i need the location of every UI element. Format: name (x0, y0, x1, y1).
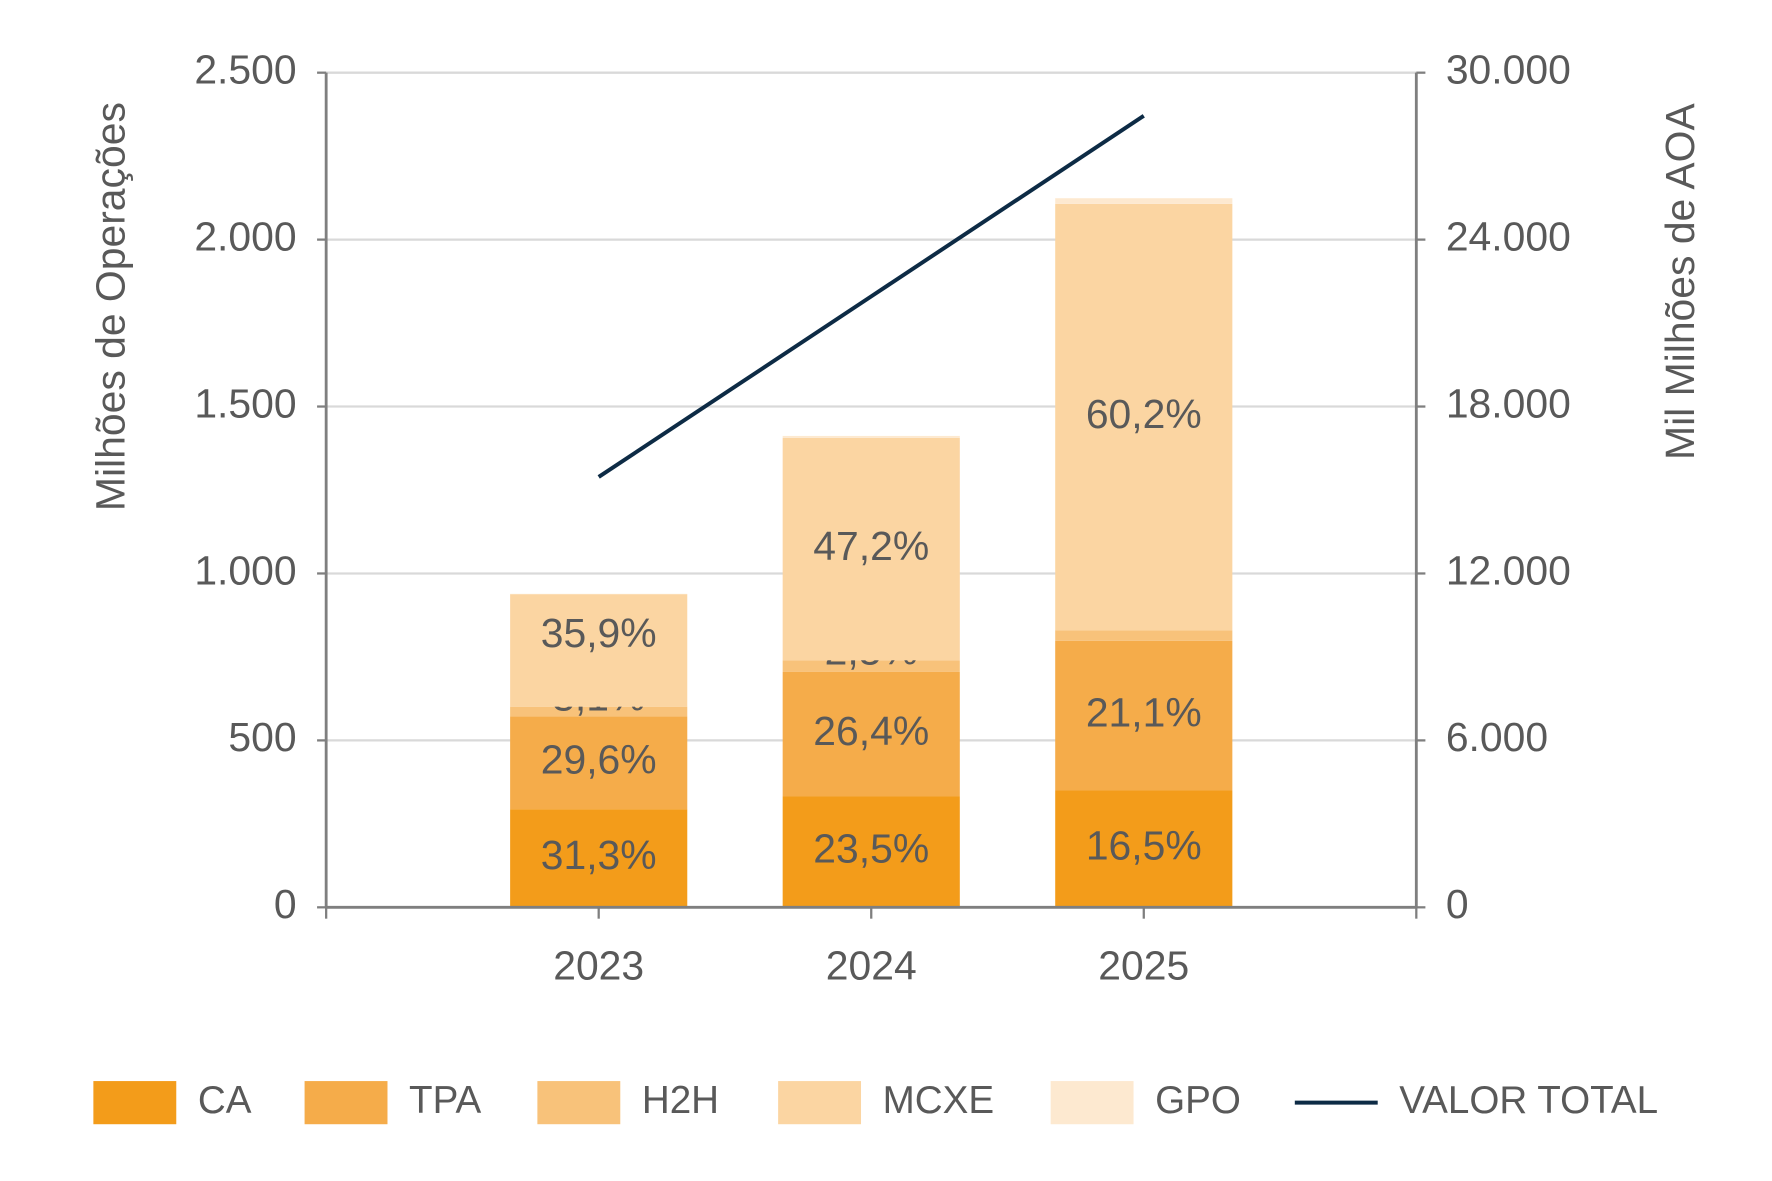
legend-swatch (537, 1081, 621, 1125)
legend-swatch (93, 1081, 177, 1125)
segment-label: 35,9% (541, 610, 657, 656)
legend-label: CA (198, 1079, 252, 1122)
segment-label: 47,2% (813, 523, 929, 569)
bar-segment (782, 671, 960, 797)
segment-label: 31,3% (541, 832, 657, 878)
x-tick-label: 2024 (826, 942, 917, 988)
y2-tick-label: 18.000 (1446, 380, 1571, 426)
bar-segment (1055, 640, 1233, 791)
segment-label: 29,6% (541, 737, 657, 783)
legend-label: VALOR TOTAL (1399, 1079, 1658, 1122)
y2-tick-label: 30.000 (1446, 46, 1571, 92)
y-tick-label: 500 (228, 714, 296, 760)
y2-tick-label: 6.000 (1446, 714, 1548, 760)
y-tick-label: 1.000 (194, 547, 296, 593)
y2-axis-title: Mil Milhões de AOA (1657, 103, 1703, 460)
legend-label: TPA (409, 1079, 481, 1122)
legend-label: MCXE (883, 1079, 995, 1122)
y-tick-label: 0 (274, 881, 297, 927)
line-series (597, 114, 1145, 479)
bar-segment (782, 660, 960, 672)
y-tick-label: 2.500 (194, 46, 296, 92)
legend-swatch (304, 1081, 388, 1125)
legend-swatch (1050, 1081, 1134, 1125)
bar-segment (1055, 790, 1233, 908)
segment-label: 60,2% (1086, 391, 1202, 437)
segment-label: 21,1% (1086, 689, 1202, 735)
segment-label: 26,4% (813, 708, 929, 754)
bar-segment (1055, 203, 1233, 631)
legend-label: GPO (1155, 1079, 1241, 1122)
y-tick-label: 1.500 (194, 380, 296, 426)
bar-segment (510, 716, 688, 810)
x-tick-label: 2023 (553, 942, 644, 988)
legend-label: H2H (642, 1079, 719, 1122)
bar-segment (510, 594, 688, 707)
segment-label: 16,5% (1086, 823, 1202, 869)
bar-segment (510, 706, 688, 717)
x-tick-label: 2025 (1098, 942, 1189, 988)
y-axis-title: Milhões de Operações (88, 102, 134, 511)
bar-segment (782, 437, 960, 661)
bar-segment (1055, 198, 1233, 204)
bar-segment (782, 435, 960, 438)
bar-segment (782, 796, 960, 908)
y2-tick-label: 24.000 (1446, 213, 1571, 259)
y2-tick-label: 12.000 (1446, 547, 1571, 593)
bar-segment (1055, 630, 1233, 641)
y-tick-label: 2.000 (194, 213, 296, 259)
segment-label: 23,5% (813, 826, 929, 872)
legend-swatch (778, 1081, 862, 1125)
y2-tick-label: 0 (1446, 881, 1469, 927)
bar-segment (510, 809, 688, 908)
